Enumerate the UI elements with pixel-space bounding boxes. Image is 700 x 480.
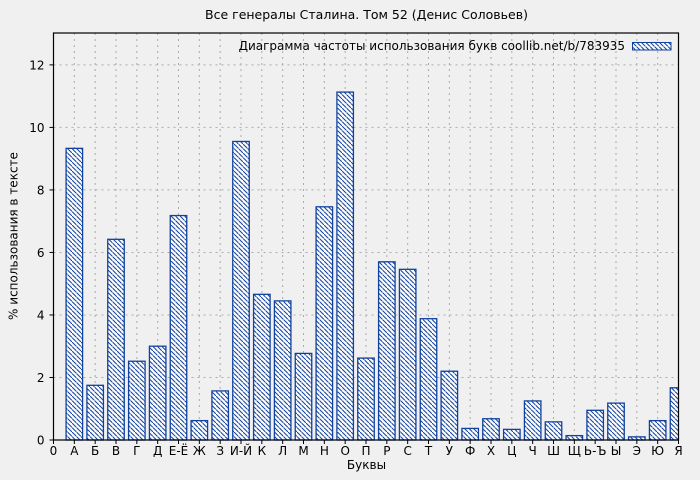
svg-text:У: У	[446, 444, 454, 458]
svg-text:Ш: Ш	[547, 444, 560, 458]
svg-text:Ж: Ж	[193, 444, 206, 458]
svg-text:З: З	[216, 444, 224, 458]
legend-swatch-icon	[632, 41, 672, 50]
chart-title: Все генералы Сталина. Том 52 (Денис Соло…	[205, 7, 528, 22]
svg-text:К: К	[258, 444, 267, 458]
svg-text:Б: Б	[91, 444, 99, 458]
svg-text:Ц: Ц	[507, 444, 516, 458]
svg-text:Г: Г	[133, 444, 140, 458]
svg-text:О: О	[340, 444, 349, 458]
tick-labels: 0 А Б В Г Д Е-Ё Ж З И-Й К Л М Н О П Р С Т У Ф Х Ц Ч Ш Щ Ь-Ъ Ы Э Ю Я024…	[29, 58, 682, 458]
svg-text:2: 2	[37, 371, 45, 385]
svg-text:4: 4	[37, 308, 45, 322]
axes-and-ticks	[49, 32, 680, 444]
svg-text:В: В	[112, 444, 120, 458]
svg-text:С: С	[403, 444, 411, 458]
svg-text:Ь-Ъ: Ь-Ъ	[584, 444, 607, 458]
svg-text:Р: Р	[383, 444, 390, 458]
svg-text:Д: Д	[153, 444, 162, 458]
svg-text:Я: Я	[674, 444, 682, 458]
svg-text:Ф: Ф	[465, 444, 475, 458]
svg-text:0: 0	[37, 434, 45, 448]
svg-text:Э: Э	[633, 444, 641, 458]
svg-text:И-Й: И-Й	[230, 443, 252, 458]
chart-legend: Диаграмма частоты использования букв coo…	[239, 39, 672, 53]
svg-text:Ч: Ч	[529, 444, 537, 458]
svg-text:Н: Н	[320, 444, 329, 458]
x-axis-label: Буквы	[346, 458, 387, 472]
svg-text:0: 0	[50, 444, 58, 458]
svg-text:П: П	[361, 444, 370, 458]
svg-text:10: 10	[29, 121, 44, 135]
svg-text:Ы: Ы	[611, 444, 622, 458]
svg-text:Ю: Ю	[651, 444, 664, 458]
svg-text:Е-Ё: Е-Ё	[169, 443, 189, 458]
bars	[65, 91, 679, 441]
svg-text:12: 12	[29, 58, 44, 72]
svg-text:8: 8	[37, 183, 45, 197]
svg-text:А: А	[70, 444, 79, 458]
svg-text:Т: Т	[424, 444, 433, 458]
svg-text:Щ: Щ	[568, 444, 581, 458]
svg-text:Х: Х	[487, 444, 495, 458]
legend-label: Диаграмма частоты использования букв coo…	[238, 39, 625, 53]
svg-text:М: М	[298, 444, 308, 458]
svg-text:Л: Л	[278, 444, 287, 458]
svg-text:6: 6	[37, 246, 45, 260]
